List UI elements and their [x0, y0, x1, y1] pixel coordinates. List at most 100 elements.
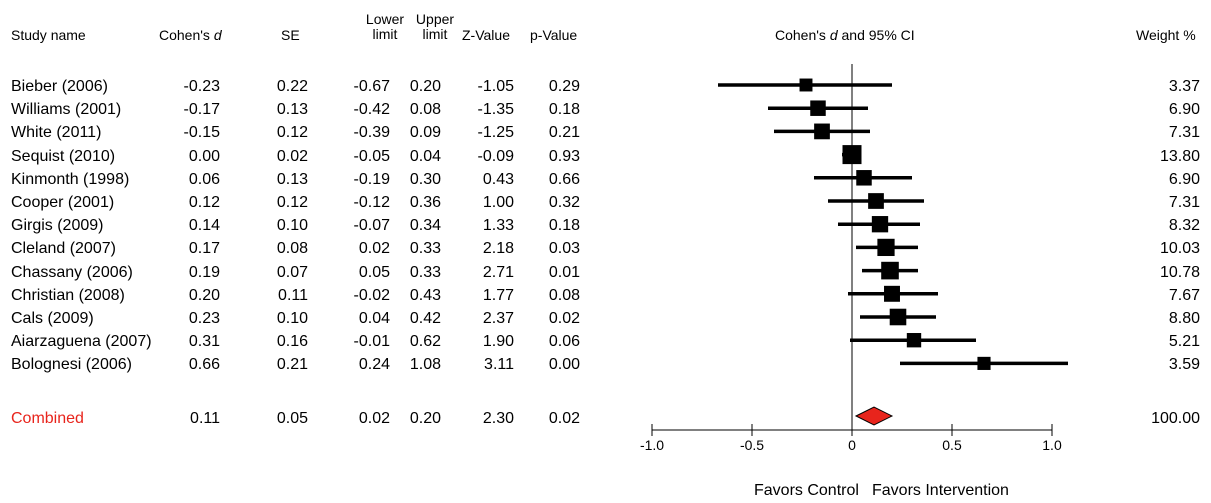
z-cell: -1.05	[477, 78, 514, 95]
upper-cell: 0.30	[409, 170, 441, 188]
upper-cell: 0.20	[409, 410, 441, 427]
header-plot-suffix: and 95% CI	[837, 27, 915, 43]
weight-cell: 5.21	[1168, 333, 1200, 351]
weight-cell: 7.31	[1168, 194, 1200, 211]
study-name-cell: Bieber (2006)	[11, 78, 108, 95]
header-cohens-d: Cohen's d	[159, 28, 222, 43]
upper-cell: 1.08	[409, 356, 441, 374]
study-name-cell: Chassany (2006)	[11, 263, 133, 281]
weight-cell: 8.80	[1168, 310, 1200, 327]
z-cell: 2.18	[482, 240, 514, 258]
se-cell: 0.21	[276, 356, 308, 374]
weight-cell: 13.80	[1159, 147, 1200, 165]
weight-cell: 6.90	[1168, 101, 1200, 119]
weight-cell: 10.78	[1159, 263, 1200, 281]
effect-marker	[814, 123, 830, 140]
study-name-cell: Combined	[11, 410, 84, 427]
z-cell: -1.35	[477, 101, 514, 119]
header-lower-line2: limit	[372, 26, 398, 42]
weight-cell: 7.67	[1168, 286, 1200, 304]
upper-cell: 0.20	[409, 78, 441, 95]
header-study-name: Study name	[11, 27, 86, 43]
se-cell: 0.10	[276, 217, 308, 235]
upper-cell: 0.09	[409, 124, 441, 142]
se-cell: 0.16	[276, 333, 308, 351]
header-upper-line2: limit	[422, 26, 448, 42]
study-name-cell: Williams (2001)	[11, 101, 122, 119]
upper-cell: 0.08	[409, 101, 441, 119]
study-name-cell: Aiarzaguena (2007)	[11, 333, 152, 351]
p-cell: 0.06	[548, 333, 580, 351]
study-name-cell: White (2011)	[11, 124, 102, 142]
header-cohens-d-italic: d	[213, 27, 222, 43]
lower-cell: 0.24	[358, 356, 390, 374]
p-cell: 0.18	[548, 101, 580, 119]
lower-cell: -0.12	[353, 194, 390, 211]
z-cell: 1.00	[482, 194, 514, 211]
weight-cell: 3.59	[1168, 356, 1200, 374]
lower-cell: -0.05	[353, 147, 390, 165]
study-name-cell: Bolognesi (2006)	[11, 356, 132, 374]
study-name-cell: Cleland (2007)	[11, 240, 116, 258]
d-cell: 0.31	[188, 333, 220, 351]
header-plot-title: Cohen's d and 95% CI	[775, 28, 915, 43]
header-plot-italic: d	[829, 27, 838, 43]
x-tick-label: -1.0	[640, 437, 664, 453]
se-cell: 0.13	[276, 170, 308, 188]
se-cell: 0.13	[276, 101, 308, 119]
effect-marker	[799, 78, 813, 92]
x-tick-label: 0.5	[942, 437, 962, 453]
p-cell: 0.21	[548, 124, 580, 142]
d-cell: 0.66	[188, 356, 220, 374]
x-tick-label: 1.0	[1042, 437, 1062, 453]
effect-marker	[889, 308, 907, 326]
upper-cell: 0.04	[409, 147, 441, 165]
se-cell: 0.08	[276, 240, 308, 258]
p-cell: 0.32	[548, 194, 580, 211]
se-cell: 0.22	[276, 78, 308, 95]
p-cell: 0.29	[548, 78, 580, 95]
header-p-value: p-Value	[530, 27, 578, 43]
header-plot-prefix: Cohen's	[775, 27, 830, 43]
p-cell: 0.01	[548, 263, 580, 281]
upper-cell: 0.36	[409, 194, 441, 211]
d-cell: 0.00	[188, 147, 220, 165]
p-cell: 0.00	[548, 356, 580, 374]
favors-intervention-label: Favors Intervention	[872, 482, 1009, 499]
p-cell: 0.08	[548, 286, 580, 304]
weight-cell: 100.00	[1151, 410, 1200, 427]
z-cell: -1.25	[477, 124, 514, 142]
d-cell: 0.14	[188, 217, 220, 235]
z-cell: 1.77	[482, 286, 514, 304]
se-cell: 0.07	[276, 263, 308, 281]
lower-cell: -0.42	[353, 101, 390, 119]
p-cell: 0.02	[548, 310, 580, 327]
effect-marker	[977, 356, 991, 370]
upper-cell: 0.42	[409, 310, 441, 327]
lower-cell: -0.07	[353, 217, 390, 235]
z-cell: 1.33	[482, 217, 514, 235]
effect-marker	[856, 170, 872, 186]
effect-marker	[871, 216, 889, 233]
lower-cell: 0.04	[358, 310, 390, 327]
z-cell: -0.09	[477, 147, 514, 165]
effect-marker	[877, 238, 895, 257]
p-cell: 0.18	[548, 217, 580, 235]
lower-cell: -0.02	[353, 286, 390, 304]
d-cell: -0.15	[183, 124, 220, 142]
weight-cell: 10.03	[1159, 240, 1200, 258]
header-lower-line1: Lower	[365, 11, 405, 27]
study-name-cell: Cals (2009)	[11, 310, 94, 327]
d-cell: 0.17	[188, 240, 220, 258]
lower-cell: 0.02	[358, 410, 390, 427]
se-cell: 0.10	[276, 310, 308, 327]
favors-control-label: Favors Control	[754, 482, 859, 499]
study-name-cell: Sequist (2010)	[11, 147, 116, 165]
d-cell: 0.20	[188, 286, 220, 304]
upper-cell: 0.33	[409, 240, 441, 258]
weight-cell: 3.37	[1168, 78, 1200, 95]
p-cell: 0.66	[548, 170, 580, 188]
se-cell: 0.02	[276, 147, 308, 165]
lower-cell: 0.05	[358, 263, 390, 281]
x-tick-label: 0	[848, 437, 856, 453]
